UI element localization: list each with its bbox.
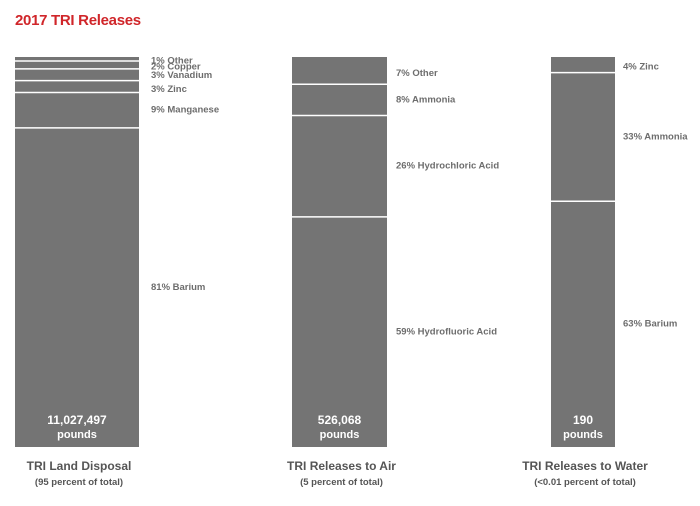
- segment-label: 81% Barium: [151, 282, 205, 293]
- segment-label: 63% Barium: [623, 319, 677, 330]
- segment-label: 26% Hydrochloric Acid: [396, 161, 499, 172]
- segment-label: 33% Ammonia: [623, 131, 688, 142]
- bar-segment: [292, 84, 387, 116]
- segment-label: 8% Ammonia: [396, 94, 456, 105]
- segment-label: 2% Copper: [151, 61, 201, 72]
- bar-group-3: 63% Barium 33% Ammonia 4% Zinc 190 pounds TRI…: [522, 57, 688, 488]
- bar-segment: [15, 60, 139, 69]
- segment-label: 9% Manganese: [151, 105, 219, 116]
- segment-label: 4% Zinc: [623, 61, 659, 72]
- bar-total-value: 526,068: [318, 413, 362, 427]
- bar-segment: [15, 57, 139, 61]
- category-subtitle: (5 percent of total): [300, 477, 383, 488]
- category-subtitle: (95 percent of total): [35, 477, 123, 488]
- bar-segment: [15, 127, 139, 447]
- chart-title: 2017 TRI Releases: [15, 12, 141, 29]
- bar-group-2: 59% Hydrofluoric Acid 26% Hydrochloric Ac…: [287, 57, 499, 488]
- category-subtitle: (<0.01 percent of total): [534, 477, 636, 488]
- segment-label: 3% Vanadium: [151, 70, 212, 81]
- category-label: TRI Land Disposal: [27, 459, 132, 473]
- bar-segment: [292, 57, 387, 85]
- segment-label: 1% Other: [151, 55, 193, 66]
- bar-group-1: 81% Barium 9% Manganese 3% Zinc 3% Vanadium…: [15, 55, 219, 488]
- bar-segment: [551, 201, 615, 447]
- bar-total-unit: pounds: [563, 429, 603, 441]
- bar-total-unit: pounds: [320, 429, 360, 441]
- segment-label: 3% Zinc: [151, 84, 187, 95]
- bar-total-unit: pounds: [57, 429, 97, 441]
- category-label: TRI Releases to Water: [522, 459, 648, 473]
- bar-segment: [292, 216, 387, 447]
- category-label: TRI Releases to Air: [287, 459, 396, 473]
- bar-total-value: 11,027,497: [47, 413, 107, 427]
- bar-segment: [551, 57, 615, 73]
- bar-total-value: 190: [573, 413, 593, 427]
- bar-segment: [292, 115, 387, 217]
- bar-segment: [15, 80, 139, 93]
- segment-label: 59% Hydrofluoric Acid: [396, 326, 497, 337]
- bar-segment: [15, 68, 139, 81]
- segment-label: 7% Other: [396, 68, 438, 79]
- bar-segment: [15, 92, 139, 128]
- bar-segment: [551, 72, 615, 202]
